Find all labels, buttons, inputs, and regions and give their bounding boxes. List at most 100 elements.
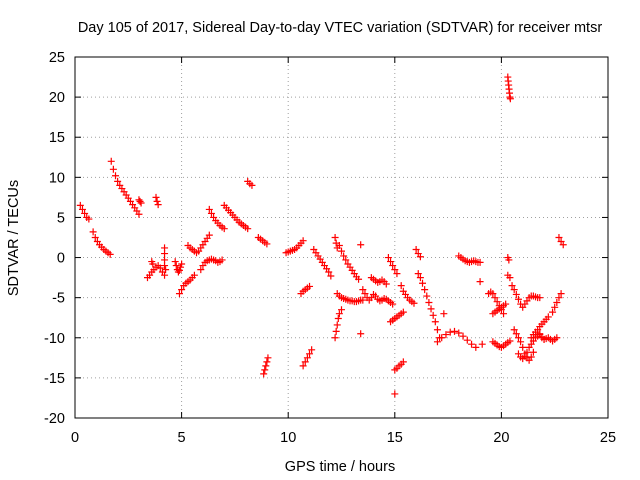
- series-arc-17: [260, 354, 272, 378]
- plot-frame: [74, 56, 609, 419]
- data-point-marker: [431, 318, 439, 326]
- data-point-marker: [459, 332, 467, 340]
- data-point-marker: [136, 197, 144, 205]
- data-point-marker: [387, 258, 395, 266]
- data-point-marker: [85, 215, 93, 223]
- data-point-marker: [357, 241, 365, 249]
- series-arc-47: [504, 254, 513, 264]
- data-point-marker: [333, 321, 341, 329]
- data-point-marker: [429, 311, 437, 319]
- series-arc-12: [197, 255, 226, 274]
- data-point-marker: [502, 300, 510, 308]
- data-point-marker: [205, 231, 213, 239]
- data-point-marker: [382, 280, 390, 288]
- data-point-marker: [331, 234, 339, 241]
- data-point-marker: [335, 242, 343, 250]
- data-point-marker: [327, 272, 335, 280]
- data-point-marker: [391, 266, 399, 274]
- series-arc-52: [527, 313, 552, 342]
- data-point-marker: [410, 299, 418, 307]
- data-point-marker: [220, 225, 228, 233]
- series-arc-39: [433, 327, 480, 351]
- series-arc-41: [476, 278, 484, 286]
- series-arc-05: [143, 262, 169, 282]
- series-arc-36: [412, 246, 424, 261]
- data-point-marker: [384, 254, 392, 262]
- x-axis-ticks: 0 5 10 15 20 25: [71, 57, 616, 446]
- data-point-marker: [489, 290, 497, 298]
- y-tick-label: 20: [49, 90, 65, 106]
- data-point-marker: [154, 201, 162, 209]
- series-arc-54: [549, 290, 565, 316]
- series-arc-48: [504, 271, 514, 282]
- series-arc-13: [205, 205, 228, 233]
- data-point-marker: [299, 237, 307, 245]
- data-point-marker: [505, 256, 513, 264]
- data-point-marker: [425, 298, 433, 306]
- series-arc-45: [489, 337, 514, 351]
- data-point-marker: [506, 95, 514, 103]
- series-arc-21: [310, 246, 335, 280]
- data-point-marker: [175, 266, 183, 274]
- data-point-marker: [476, 278, 484, 286]
- data-point-marker: [359, 286, 367, 294]
- data-point-marker: [529, 348, 537, 356]
- data-point-marker: [476, 258, 484, 266]
- data-point-marker: [178, 286, 186, 294]
- data-point-marker: [197, 266, 205, 274]
- data-point-marker: [153, 197, 161, 205]
- data-point-marker: [325, 268, 333, 276]
- data-point-marker: [397, 282, 405, 290]
- data-point-marker: [391, 390, 399, 398]
- data-point-marker: [306, 282, 314, 290]
- data-point-marker: [433, 326, 441, 334]
- data-point-marker: [506, 274, 514, 282]
- data-point-marker: [303, 354, 311, 362]
- series-arc-55: [555, 234, 567, 249]
- data-point-marker: [261, 366, 269, 374]
- data-points: [76, 73, 567, 398]
- data-point-marker: [399, 358, 407, 366]
- data-point-marker: [264, 354, 272, 362]
- grid-lines: [75, 57, 608, 418]
- data-point-marker: [544, 313, 552, 321]
- data-point-marker: [433, 338, 441, 346]
- data-point-marker: [299, 362, 307, 370]
- data-point-marker: [149, 260, 157, 268]
- y-tick-label: -15: [44, 371, 65, 387]
- data-point-marker: [517, 338, 525, 346]
- y-tick-label: 10: [49, 170, 65, 186]
- data-point-marker: [510, 326, 518, 334]
- data-point-marker: [412, 246, 420, 254]
- data-point-marker: [399, 308, 407, 316]
- data-point-marker: [521, 352, 529, 360]
- data-point-marker: [91, 234, 99, 241]
- y-tick-label: 15: [49, 130, 65, 146]
- data-point-marker: [190, 271, 198, 279]
- data-point-marker: [112, 172, 120, 180]
- data-point-marker: [178, 260, 186, 268]
- series-arc-24: [333, 290, 367, 306]
- data-point-marker: [416, 253, 424, 261]
- data-point-marker: [106, 250, 114, 258]
- data-point-marker: [248, 181, 256, 189]
- data-point-marker: [355, 275, 363, 283]
- data-point-marker: [557, 290, 565, 298]
- data-point-marker: [135, 210, 143, 218]
- data-point-marker: [171, 258, 179, 266]
- data-point-marker: [463, 336, 471, 344]
- series-arc-34: [391, 390, 399, 398]
- data-point-marker: [172, 262, 180, 270]
- series-arc-38: [440, 310, 448, 318]
- series-arc-06: [148, 258, 157, 268]
- data-point-marker: [559, 241, 567, 249]
- series-arc-20: [299, 346, 316, 370]
- data-point-marker: [472, 343, 480, 351]
- data-point-marker: [468, 340, 476, 348]
- series-arc-30: [384, 254, 401, 278]
- data-point-marker: [335, 310, 343, 318]
- data-point-marker: [440, 310, 448, 318]
- series-arc-28: [359, 286, 397, 308]
- series-arc-40: [455, 252, 484, 266]
